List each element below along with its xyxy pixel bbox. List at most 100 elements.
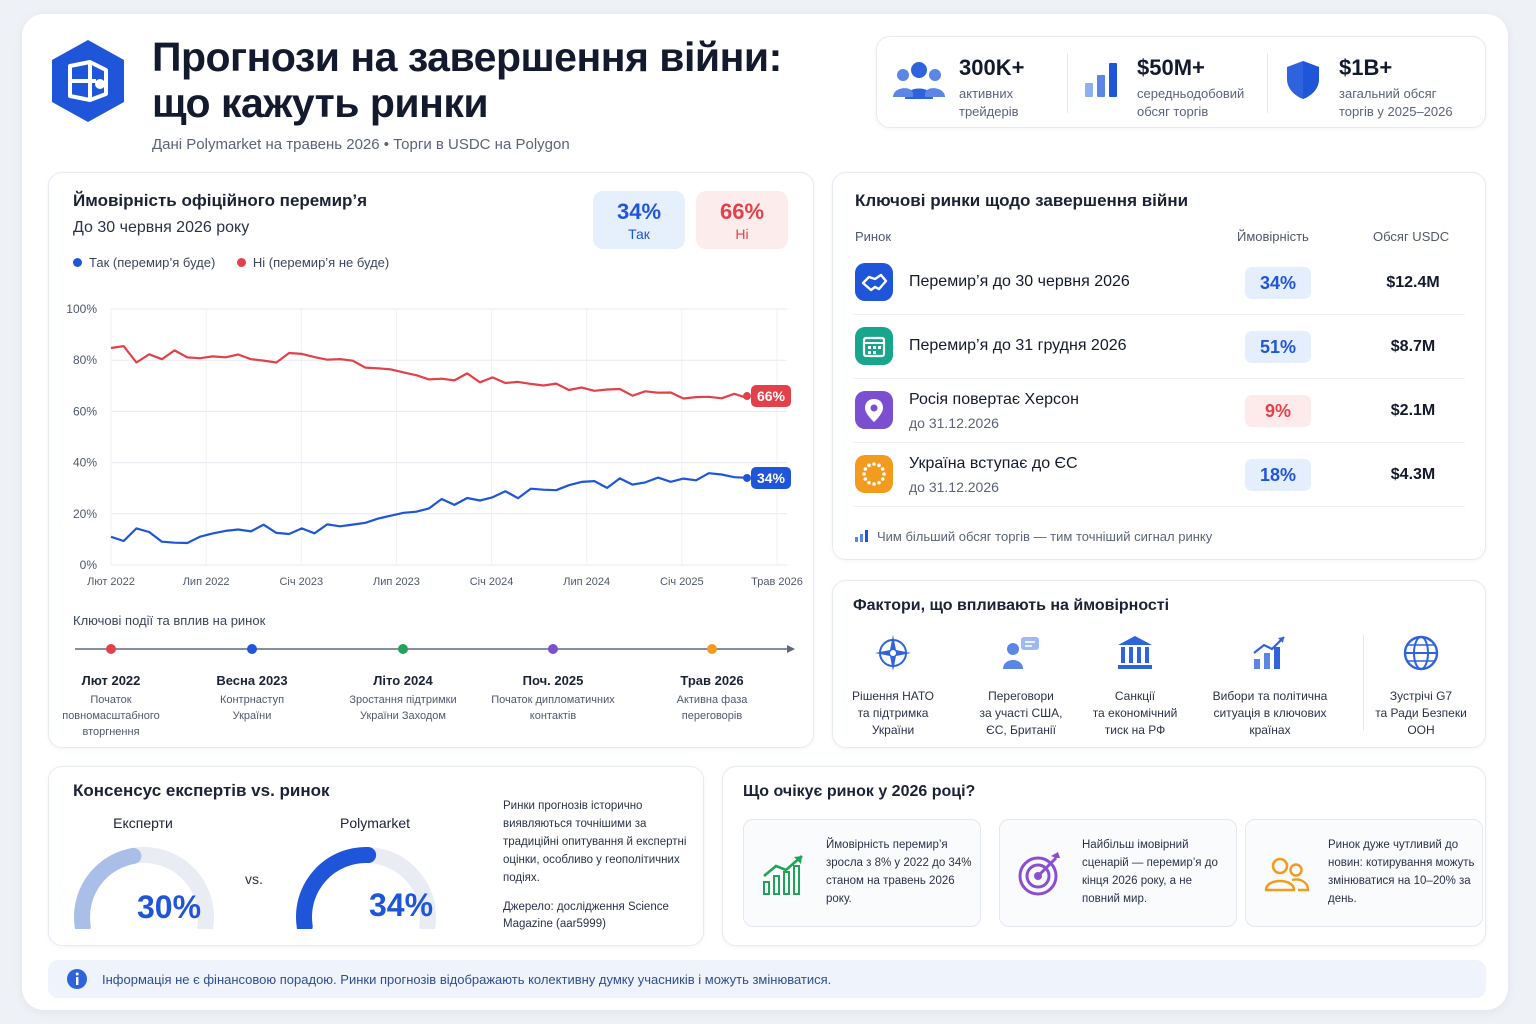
experts-value: 30%: [136, 889, 202, 925]
event-description: Зростання підтримки України Заходом: [349, 694, 457, 722]
series-yes-line: [110, 472, 748, 545]
eu-star: [877, 480, 881, 485]
market-deadline: до 31.12.2026: [909, 479, 999, 495]
eu-star: [882, 472, 886, 476]
eu-star: [862, 472, 866, 476]
line-chart: 0% 20% 40% 60% 80% 100% Лют 2022 Лип 2022 Січ 20…: [66, 302, 803, 588]
timeline-event-dot: [548, 644, 558, 654]
expectation-text: Ймовірність перемир’я зросла з 8% у 2022…: [826, 839, 972, 905]
stat-volume-label: середньодобовий обсяг торгів: [1137, 86, 1245, 119]
eu-star: [872, 462, 876, 466]
y-tick-label: 100%: [66, 302, 97, 316]
events-timeline: [75, 644, 795, 654]
expectation-item: Ймовірність перемир’я зросла з 8% у 2022…: [743, 819, 981, 927]
stat-volume: $50M+ середньодобовий обсяг торгів: [1075, 37, 1275, 129]
calendar-icon: [855, 327, 893, 365]
eu-star: [863, 477, 868, 481]
no-pill: 66% Ні: [696, 191, 788, 249]
event-title: Літо 2024: [373, 673, 433, 688]
title-line-2: що кажуть ринки: [152, 80, 489, 126]
eu-star: [863, 467, 868, 471]
market-row[interactable]: Перемир’я до 31 грудня 2026 51% $8.7M: [853, 315, 1465, 379]
event-title: Лют 2022: [81, 673, 141, 688]
market-value: 34%: [368, 887, 434, 923]
expectation-item: Найбільш імовірний сценарій — перемир’я …: [999, 819, 1237, 927]
consensus-text: Ринки прогнозів історично виявляються то…: [503, 800, 687, 884]
consensus-title: Консенсус експертів vs. ринок: [73, 781, 330, 800]
experts-label: Експерти: [113, 815, 173, 831]
market-label: Polymarket: [339, 815, 411, 831]
key-markets-card: Ключові ринки щодо завершення війни Рино…: [832, 172, 1486, 560]
factor-label: Зустрічі G7 та Ради Безпеки ООН: [1375, 689, 1467, 737]
timeline-event: Лют 2022 Початок повномасштабного вторгне…: [36, 673, 186, 740]
legend-yes-label: Так (перемир’я буде): [89, 255, 216, 270]
series-end-badge: [751, 385, 791, 408]
market-name: Перемир’я до 31 грудня 2026: [909, 337, 1127, 354]
eu-star: [872, 482, 876, 486]
shield-icon: [1287, 61, 1319, 99]
series-end-badge: [751, 466, 791, 489]
market-volume: $12.4M: [1386, 274, 1440, 291]
expectation-text: Ринок дуже чутливий до новин: котируванн…: [1328, 839, 1475, 905]
market-row[interactable]: Україна вступає до ЄС до 31.12.2026 18% …: [853, 443, 1465, 507]
eu-star: [880, 467, 885, 471]
timeline-event-dot: [106, 644, 116, 654]
eu-star: [877, 463, 881, 468]
legend-no: Ні (перемир’я не буде): [236, 255, 389, 270]
stat-traders-label: активних трейдерів: [959, 86, 1019, 119]
timeline-event: Поч. 2025 Початок дипломатичних контактів: [478, 673, 628, 724]
page-title: Прогнози на завершення війни: що кажуть …: [152, 34, 782, 126]
market-volume: $4.3M: [1390, 466, 1436, 483]
col-market: Ринок: [855, 229, 892, 244]
stats-panel: 300K+ активних трейдерів $50M+ середньод…: [876, 36, 1486, 128]
negotiation-icon: [1003, 637, 1039, 669]
people-icon: [1264, 857, 1310, 892]
x-tick-label: Січ 2025: [660, 576, 704, 588]
bank-icon: [1118, 636, 1152, 669]
event-description: Початок дипломатичних контактів: [491, 694, 615, 722]
stat-total-value: $1B+: [1339, 55, 1393, 80]
market-volume: $2.1M: [1390, 402, 1436, 419]
event-title: Трав 2026: [680, 673, 744, 688]
timeline-event-dot: [707, 644, 717, 654]
vs-label: vs.: [245, 871, 263, 887]
market-name: Росія повертає Херсон: [909, 391, 1079, 408]
market-gauge: [296, 847, 436, 929]
timeline-event: Весна 2023 Контрнаступ України: [177, 673, 327, 724]
factor-item: Санкції та економічний тиск на РФ: [1075, 633, 1195, 739]
col-volume: Обсяг USDC: [1373, 229, 1450, 244]
expectations-title: Що очікує ринок у 2026 році?: [743, 783, 976, 800]
factor-label: Санкції та економічний тиск на РФ: [1092, 689, 1178, 737]
chart-title: Ймовірність офіційного перемир’я: [73, 191, 368, 210]
timeline-arrow: [787, 645, 795, 653]
factor-item: Вибори та політична ситуація в ключових …: [1207, 633, 1333, 739]
gauge-fill: [296, 847, 377, 929]
globe-icon: [1403, 635, 1439, 671]
no-pill-value: 66%: [719, 199, 765, 224]
expectation-item: Ринок дуже чутливий до новин: котируванн…: [1245, 819, 1483, 927]
trend-up-icon: [763, 855, 803, 895]
market-probability: 18%: [1245, 459, 1311, 491]
x-tick-label: Січ 2023: [279, 576, 323, 588]
experts-gauge: [74, 847, 214, 929]
x-tick-label: Лип 2024: [563, 576, 610, 588]
market-deadline: до 31.12.2026: [909, 415, 999, 431]
legend-yes-dot: [73, 258, 82, 267]
stat-traders-value: 300K+: [959, 55, 1025, 80]
series-end-point: [743, 392, 751, 401]
x-tick-label: Лют 2022: [87, 576, 135, 588]
expectations-card: Що очікує ринок у 2026 році? Ймовірність…: [722, 766, 1486, 946]
series-no-line: [110, 345, 748, 400]
y-tick-label: 60%: [73, 404, 97, 418]
market-probability: 34%: [1245, 267, 1311, 299]
factor-item: Переговори за участі США, ЄС, Британії: [961, 633, 1081, 739]
info-icon: [67, 969, 87, 989]
eu-stars-icon: [855, 455, 893, 493]
disclaimer-text: Інформація не є фінансовою порадою. Ринк…: [102, 972, 832, 987]
event-description: Контрнаступ України: [219, 694, 285, 722]
markets-note-text: Чим більший обсяг торгів — тим точніший …: [877, 529, 1213, 544]
handshake-icon: [855, 263, 893, 301]
title-line-1: Прогнози на завершення війни:: [152, 34, 782, 80]
market-row[interactable]: Росія повертає Херсон до 31.12.2026 9% $…: [853, 379, 1465, 443]
market-row[interactable]: Перемир’я до 30 червня 2026 34% $12.4M: [853, 251, 1465, 315]
